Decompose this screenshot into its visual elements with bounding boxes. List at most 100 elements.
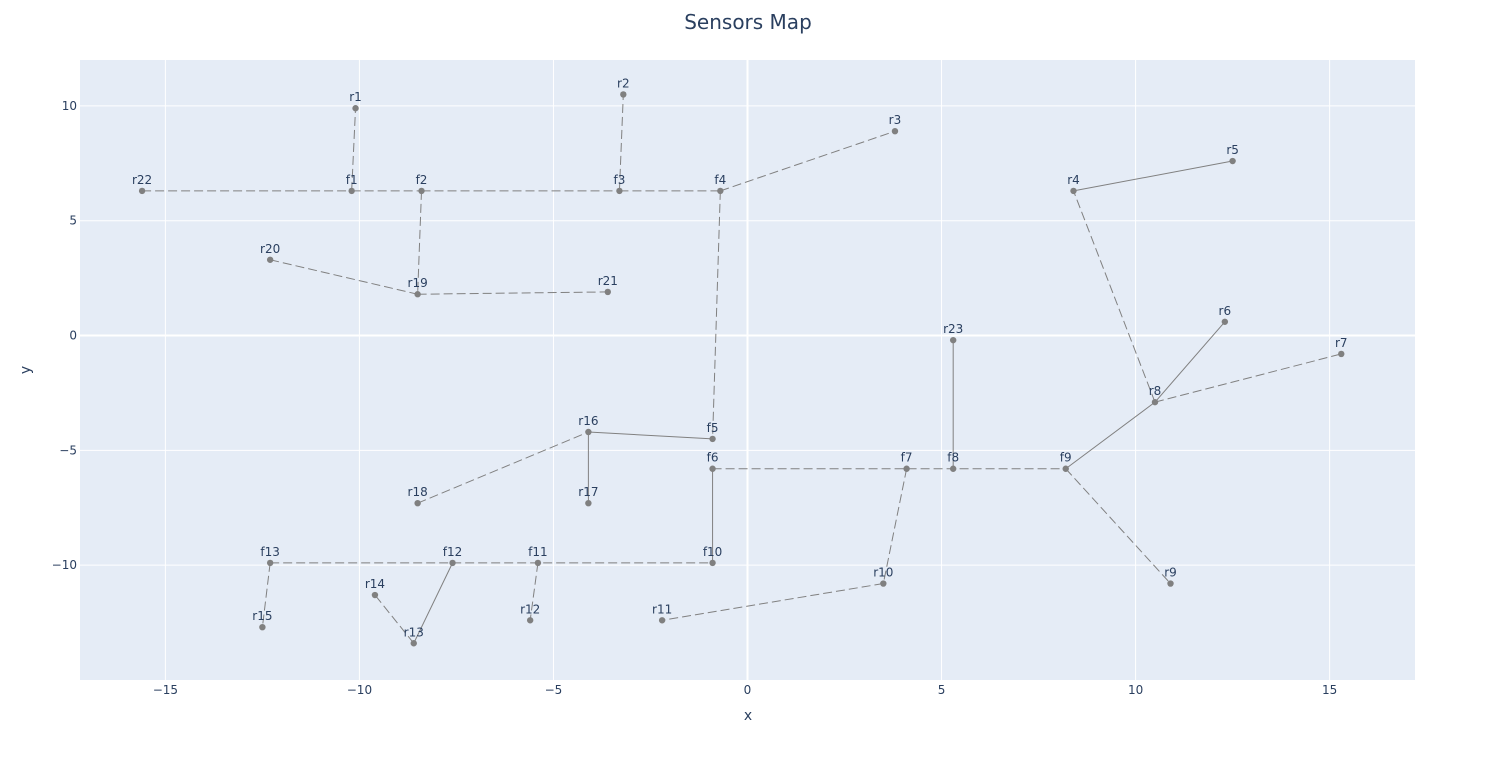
marker-r5: [1229, 157, 1236, 165]
label-f10: f10: [703, 545, 723, 559]
sensor-labels: r1 r2 r3 r4 r5 r6 r7 r8 r9 r10 r11 r12 r13 r14 r15 r16 r…: [132, 76, 1348, 639]
edge-f2-r19: [417, 190, 423, 295]
label-f8: f8: [947, 451, 959, 465]
label-f5: f5: [707, 421, 719, 435]
marker-f6: [709, 465, 716, 472]
marker-f1: [348, 187, 355, 195]
x-tick-label: −10: [347, 683, 372, 697]
marker-r13: [410, 640, 417, 647]
x-tick-label: 5: [938, 683, 946, 697]
x-tick-label: 15: [1322, 683, 1337, 697]
edge-f11-r12: [529, 562, 539, 621]
marker-r3: [891, 127, 899, 135]
marker-r15: [259, 623, 266, 631]
y-tick-label: −5: [59, 443, 77, 457]
marker-f13: [266, 559, 274, 567]
label-r15: r15: [252, 609, 272, 623]
marker-r23: [949, 336, 957, 344]
label-r9: r9: [1164, 566, 1177, 580]
x-tick-label: −5: [545, 683, 563, 697]
edge-f4-r3: [720, 130, 896, 192]
label-r18: r18: [408, 485, 428, 499]
marker-r17: [585, 499, 592, 507]
marker-f3: [616, 187, 623, 195]
marker-r11: [658, 617, 666, 624]
x-tick-label: 10: [1128, 683, 1143, 697]
label-r6: r6: [1219, 304, 1232, 318]
label-r13: r13: [404, 625, 424, 639]
marker-r21: [604, 288, 611, 296]
y-tick-label: 5: [69, 214, 77, 228]
marker-r7: [1338, 350, 1345, 358]
edge-r10-r11: [662, 583, 884, 621]
label-r1: r1: [349, 90, 362, 104]
marker-r2: [620, 91, 627, 98]
label-f6: f6: [707, 451, 719, 465]
marker-f11: [534, 559, 542, 567]
edge-r8-r4: [1073, 190, 1156, 403]
edge-r4-r5: [1073, 160, 1233, 192]
x-tick-labels: −15 −10 −5 0 5 10 15: [153, 683, 1338, 697]
marker-r22: [138, 187, 146, 195]
edge-r18-r16: [417, 431, 589, 504]
edge-f3-r2: [618, 94, 624, 191]
label-f12: f12: [443, 545, 463, 559]
x-tick-label: 0: [744, 683, 752, 697]
label-r12: r12: [520, 602, 540, 616]
label-r10: r10: [873, 566, 893, 580]
label-r20: r20: [260, 242, 280, 256]
marker-f12: [449, 559, 456, 567]
marker-r1: [352, 105, 359, 112]
label-f3: f3: [614, 173, 626, 187]
label-r11: r11: [652, 602, 672, 616]
marker-f2: [418, 187, 425, 195]
marker-r14: [371, 591, 379, 599]
marker-r10: [880, 580, 887, 587]
sensor-markers: [138, 91, 1345, 647]
marker-r8: [1151, 398, 1159, 406]
y-tick-label: 0: [69, 329, 77, 343]
y-tick-labels: −10 −5 0 5 10: [52, 99, 77, 572]
label-r16: r16: [578, 414, 598, 428]
edge-f9-r8: [1065, 401, 1156, 470]
label-r3: r3: [889, 113, 902, 127]
marker-r6: [1221, 318, 1229, 325]
marker-f8: [949, 465, 957, 472]
y-axis-title: y: [18, 366, 34, 374]
marker-r12: [526, 617, 534, 624]
x-axis-title: x: [744, 708, 752, 724]
marker-f7: [903, 465, 910, 472]
label-r22: r22: [132, 173, 152, 187]
grid-lines: [80, 60, 1415, 680]
edge-r8-r7: [1154, 353, 1342, 403]
edge-r19-r21: [417, 291, 608, 295]
edge-r13-r14: [374, 594, 415, 644]
marker-r19: [414, 291, 421, 298]
label-f2: f2: [416, 173, 428, 187]
marker-f10: [709, 559, 716, 567]
marker-r16: [585, 428, 592, 436]
edge-f1-r1: [351, 108, 357, 191]
marker-r4: [1070, 187, 1077, 195]
label-r4: r4: [1067, 173, 1080, 187]
label-r19: r19: [408, 276, 428, 290]
y-tick-label: −10: [52, 558, 77, 572]
chart-title: Sensors Map: [684, 10, 812, 34]
label-r7: r7: [1335, 336, 1348, 350]
edge-f13-r15: [261, 562, 271, 628]
x-tick-label: −15: [153, 683, 178, 697]
marker-r9: [1167, 580, 1174, 587]
label-r14: r14: [365, 577, 385, 591]
edge-f12-r13: [413, 562, 454, 644]
label-r23: r23: [943, 322, 963, 336]
label-r2: r2: [617, 76, 630, 90]
label-r21: r21: [598, 274, 618, 288]
marker-r18: [414, 499, 421, 507]
label-f1: f1: [346, 173, 358, 187]
marker-f9: [1062, 465, 1069, 472]
label-f4: f4: [714, 173, 726, 187]
edge-r16-f5: [588, 431, 713, 440]
marker-f4: [717, 187, 724, 195]
edge-r8-r6: [1154, 321, 1226, 403]
